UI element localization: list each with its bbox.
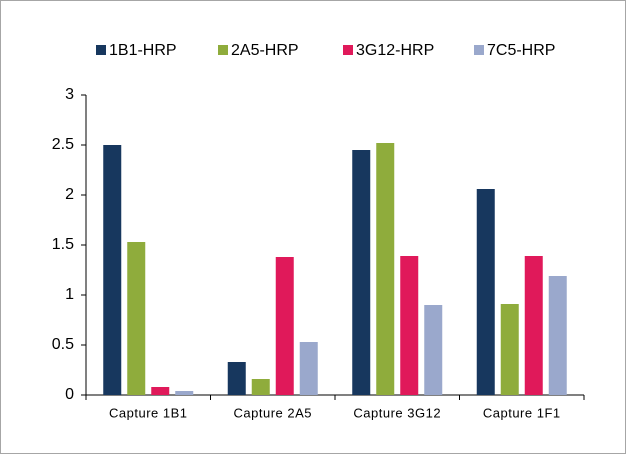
y-tick-label: 0	[65, 386, 74, 403]
bar	[424, 305, 443, 395]
x-tick-label: Capture 2A5	[234, 405, 313, 420]
bar	[500, 304, 519, 395]
bar	[127, 242, 146, 395]
legend-swatch	[343, 45, 353, 55]
y-tick-label: 2.5	[52, 136, 74, 153]
bar	[151, 387, 170, 395]
bar	[227, 362, 246, 395]
y-tick-label: 3	[65, 86, 74, 103]
bar	[352, 150, 371, 395]
x-tick-label: Capture 1F1	[483, 405, 561, 420]
bar	[400, 256, 419, 395]
legend-swatch	[96, 45, 106, 55]
y-tick-label: 2	[65, 186, 74, 203]
legend-swatch	[218, 45, 228, 55]
bar	[251, 379, 270, 395]
legend-swatch	[474, 45, 484, 55]
bar	[548, 276, 567, 395]
bar	[476, 189, 495, 395]
y-tick-label: 0.5	[52, 336, 74, 353]
bar	[524, 256, 543, 395]
bar	[103, 145, 122, 395]
x-tick-label: Capture 3G12	[353, 405, 441, 420]
bar	[175, 391, 194, 395]
bar	[376, 143, 395, 395]
legend-label: 2A5-HRP	[231, 42, 299, 59]
bar	[299, 342, 318, 395]
bar	[275, 257, 294, 395]
x-tick-label: Capture 1B1	[109, 405, 188, 420]
legend-label: 1B1-HRP	[109, 42, 177, 59]
y-tick-label: 1	[65, 286, 74, 303]
legend-label: 3G12-HRP	[356, 42, 434, 59]
y-tick-label: 1.5	[52, 236, 74, 253]
legend-label: 7C5-HRP	[487, 42, 555, 59]
